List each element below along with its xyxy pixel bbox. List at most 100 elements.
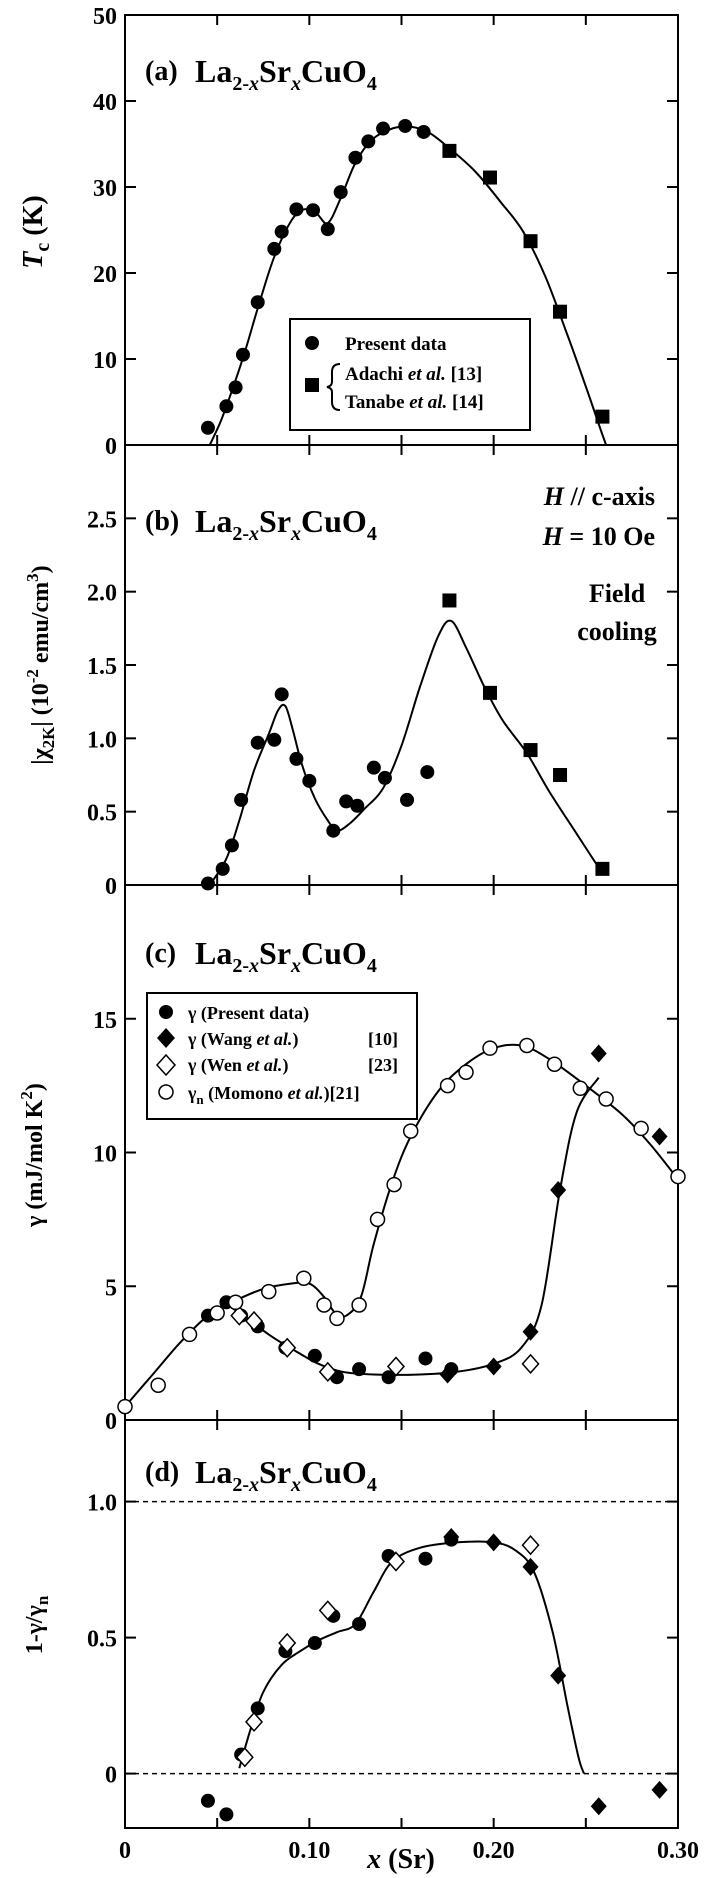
- data-point-circle-filled: [200, 420, 215, 435]
- data-point-circle-filled: [376, 121, 391, 136]
- data-point-circle-open: [369, 1211, 386, 1228]
- data-point-circle-open: [209, 1305, 225, 1321]
- ytick-label: 0.5: [87, 801, 117, 827]
- data-point-diamond-filled: [651, 1780, 668, 1799]
- data-point-diamond-open: [235, 1747, 254, 1768]
- data-point-circle-filled: [215, 861, 230, 876]
- data-point-circle-filled: [307, 1636, 322, 1651]
- panel-b-field-value: H = 10 Oe: [542, 522, 655, 551]
- panel-c-ylabel: γ (mJ/mol K2): [17, 1083, 48, 1228]
- panel-a: 0 10 20 30 40 50 (a) La2-xSrxCuO4 Tc (K) Pres…: [18, 4, 679, 460]
- data-point-circle-open: [598, 1091, 614, 1107]
- data-point-circle-filled: [250, 735, 265, 750]
- data-point-square-filled: [442, 593, 457, 608]
- ytick-label: 15: [93, 1008, 117, 1034]
- panel-d-compound: La2-xSrxCuO4: [195, 1454, 377, 1496]
- legend-c-ref-wen: [23]: [368, 1055, 398, 1075]
- ytick-label: 1.0: [87, 1491, 117, 1517]
- fit-curve: [238, 1540, 585, 1774]
- data-point-diamond-filled: [443, 1527, 460, 1546]
- legend-c-circle-filled: [159, 1005, 173, 1019]
- data-point-circle-filled: [289, 202, 304, 217]
- data-point-diamond-filled: [550, 1180, 567, 1199]
- data-point-circle-filled: [416, 124, 431, 139]
- ytick-label: 5: [105, 1275, 117, 1301]
- ytick-label: 0: [105, 874, 117, 900]
- ytick-label: 0.5: [87, 1627, 117, 1653]
- data-point-circle-filled: [274, 224, 289, 239]
- data-point-square-filled: [482, 170, 497, 185]
- data-point-circle-filled: [234, 792, 249, 807]
- data-point-circle-filled: [250, 295, 265, 310]
- data-point-diamond-open: [521, 1353, 540, 1374]
- data-point-circle-filled: [400, 792, 415, 807]
- legend-a-adachi: Adachi et al. [13]: [345, 364, 482, 385]
- data-point-circle-filled: [339, 794, 354, 809]
- data-point-circle-filled: [348, 150, 363, 165]
- fit-curve: [231, 1077, 600, 1376]
- data-point-diamond-filled: [590, 1797, 607, 1816]
- data-point-circle-open: [519, 1037, 535, 1054]
- data-point-circle-filled: [352, 1362, 367, 1377]
- legend-c-entry-present: γ (Present data): [187, 1003, 309, 1024]
- ytick-label: 40: [93, 90, 117, 116]
- data-point-circle-filled: [418, 1551, 433, 1566]
- legend-c-ref-wang: [10]: [368, 1029, 398, 1049]
- data-point-circle-filled: [326, 823, 341, 838]
- ytick-label: 2.5: [87, 507, 117, 533]
- panel-c-marks: [117, 1037, 686, 1415]
- panel-d-ylabel: 1-γ/γn: [22, 1595, 52, 1654]
- panel-d-xticks: 0 0.10 0.20 0.30: [119, 1838, 699, 1864]
- data-point-square-filled: [523, 234, 538, 249]
- data-point-circle-filled: [366, 760, 381, 775]
- xtick-label: 0.30: [657, 1838, 699, 1864]
- data-point-circle-open: [572, 1080, 589, 1097]
- data-point-circle-open: [261, 1283, 277, 1300]
- data-point-circle-filled: [224, 838, 239, 853]
- panel-c-compound: La2-xSrxCuO4: [195, 935, 377, 977]
- data-point-circle-filled: [200, 876, 215, 891]
- panel-d: 0 0.5 1.0 0 0.10 0.20 0.30 (d) La2-xSrxCuO4 1…: [22, 1419, 699, 1875]
- data-point-square-filled: [553, 304, 568, 319]
- legend-c-box: [146, 992, 418, 1120]
- data-point-diamond-open: [245, 1711, 264, 1733]
- data-point-square-filled: [482, 685, 497, 700]
- panel-b-ylabel: |χ2K| (10-2 emu/cm3): [23, 565, 58, 764]
- fit-curve: [208, 619, 604, 886]
- data-point-circle-filled: [307, 1348, 322, 1363]
- data-point-circle-open: [150, 1377, 166, 1393]
- data-point-circle-filled: [377, 770, 392, 785]
- data-point-circle-filled: [219, 1807, 234, 1822]
- data-point-diamond-open: [386, 1356, 405, 1377]
- data-point-circle-open: [458, 1064, 474, 1080]
- legend-c-diamond-filled: [157, 1028, 175, 1048]
- data-point-circle-filled: [267, 241, 282, 256]
- panel-a-yticks: 0 10 20 30 40 50: [93, 4, 679, 460]
- data-point-circle-filled: [350, 798, 365, 813]
- data-point-circle-open: [316, 1297, 332, 1313]
- xtick-label: 0: [119, 1838, 131, 1864]
- data-point-diamond-open: [278, 1337, 297, 1358]
- panel-b-cooling-line2: cooling: [577, 617, 656, 646]
- legend-c-circle-open: [158, 1084, 174, 1100]
- panel-b-label: (b): [145, 506, 179, 537]
- xtick-label: 0.10: [288, 1838, 330, 1864]
- data-point-circle-open: [117, 1398, 133, 1415]
- panel-d-marks: [200, 1527, 668, 1822]
- ytick-label: 0: [105, 1409, 117, 1435]
- data-point-circle-filled: [289, 751, 304, 766]
- panel-d-yticks: 0 0.5 1.0: [87, 1420, 679, 1828]
- data-point-circle-open: [670, 1168, 686, 1185]
- panel-a-label: (a): [145, 56, 178, 87]
- data-point-diamond-filled: [522, 1322, 539, 1341]
- data-point-circle-open: [351, 1297, 367, 1313]
- ytick-label: 30: [93, 176, 117, 202]
- panel-c: 0 5 10 15 (c) La2-xSrxCuO4 γ (mJ/mol K2) γ …: [17, 884, 686, 1435]
- data-point-diamond-filled: [485, 1357, 502, 1376]
- data-point-circle-filled: [381, 1370, 396, 1385]
- data-point-diamond-filled: [439, 1365, 456, 1384]
- panel-a-ylabel: Tc (K): [18, 195, 54, 268]
- panel-b-curves: [208, 619, 604, 886]
- data-point-circle-filled: [333, 185, 348, 200]
- panel-b-compound: La2-xSrxCuO4: [195, 503, 377, 545]
